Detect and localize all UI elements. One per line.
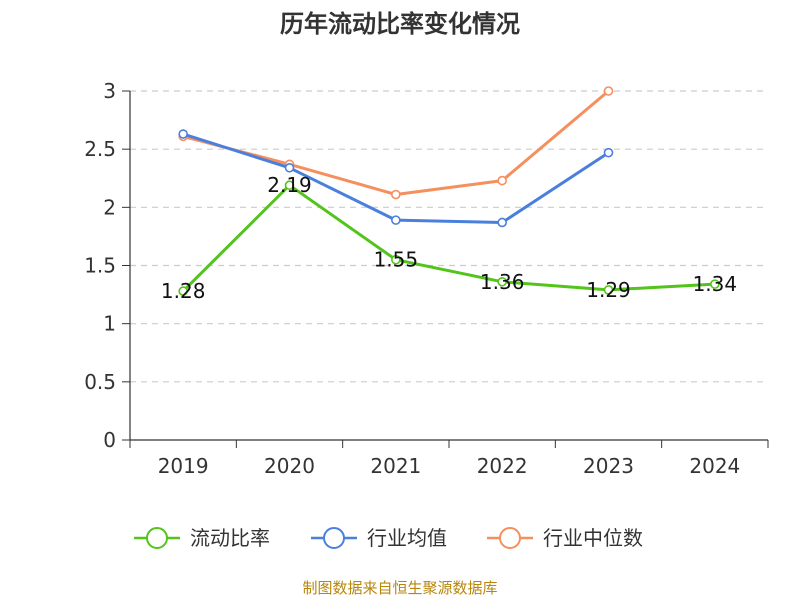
y-tick-label: 1 [103,312,116,336]
legend-item-2[interactable]: 行业中位数 [487,526,643,550]
legend-marker-icon [323,527,345,549]
data-label: 2.19 [267,173,312,197]
legend-label: 行业均值 [367,526,447,550]
x-tick-label: 2022 [477,454,528,478]
series-layer [178,86,720,296]
series-point-0 [603,285,614,295]
series-point-2 [497,175,507,186]
series-point-1 [178,129,188,139]
x-tick-label: 2021 [370,454,421,478]
axes: 0 0.5 1 1.5 2 2.5 3 2019 2020 2021 2022 2023 2024 [84,79,769,478]
y-tick-label: 2 [103,195,116,219]
data-label: 1.34 [693,272,738,296]
series-line-1 [182,132,610,224]
series-point-2 [391,189,401,200]
series-point-1 [284,162,295,173]
y-tick-label: 0 [103,428,116,452]
series-point-0 [497,276,507,287]
x-tick-label: 2019 [158,454,209,478]
source-note: 制图数据来自恒生聚源数据库 [302,579,497,597]
series-point-0 [710,279,720,289]
legend-marker-icon [499,527,521,549]
data-label: 1.36 [480,270,525,294]
chart-title: 历年流动比率变化情况 [280,10,520,38]
legend-marker-icon [146,527,168,549]
series-line-2 [182,89,610,196]
y-tick-label: 2.5 [84,137,116,161]
series-point-0 [391,254,401,265]
series-point-1 [497,217,507,228]
x-tick-label: 2024 [689,454,740,478]
data-labels: 1.28 2.19 1.55 1.36 1.29 1.34 [161,173,737,303]
series-point-1 [391,215,401,225]
legend-label: 行业中位数 [543,526,643,550]
data-label: 1.55 [374,248,419,272]
x-tick-label: 2023 [583,454,634,478]
data-label: 1.29 [586,278,631,302]
legend-item-0[interactable]: 流动比率 [134,526,270,550]
series-point-0 [178,286,188,296]
series-point-2 [603,86,614,96]
y-tick-label: 0.5 [84,370,116,394]
series-line-0 [182,183,715,293]
legend-item-1[interactable]: 行业均值 [311,526,447,550]
legend-label: 流动比率 [190,526,270,550]
series-point-0 [284,180,295,191]
y-tick-label: 3 [103,79,116,103]
x-tick-label: 2020 [264,454,315,478]
y-tick-label: 1.5 [84,254,116,278]
data-label: 1.28 [161,279,206,303]
series-point-1 [603,147,614,158]
grid-lines [130,90,768,383]
legend[interactable]: 流动比率 行业均值 行业中位数 [134,526,643,550]
